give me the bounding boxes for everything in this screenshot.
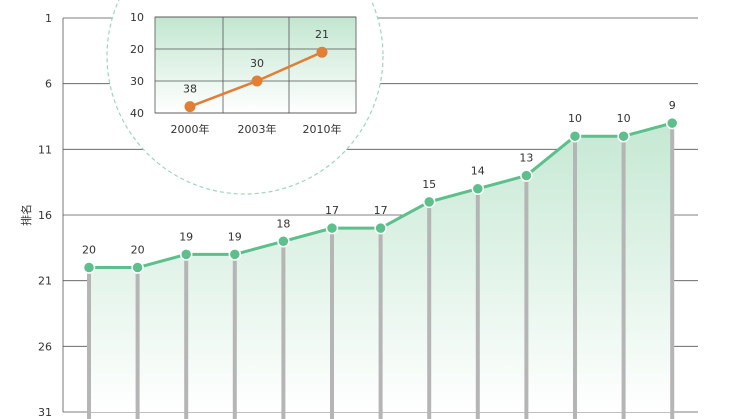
main-data-label: 17 [325, 204, 339, 217]
inset-data-point [251, 75, 263, 87]
main-data-label: 19 [179, 230, 193, 243]
inset-x-tick-label: 2003年 [238, 122, 277, 136]
inset-y-tick-label: 10 [130, 11, 144, 24]
main-data-point [617, 129, 630, 143]
main-data-point [568, 129, 582, 143]
inset-series-points [184, 46, 328, 113]
inset-x-tick-label: 2010年 [303, 122, 342, 136]
main-series-points [82, 116, 679, 274]
main-data-point [325, 221, 339, 235]
main-data-labels: 20 20 19 19 18 17 17 15 14 13 10 10 9 [82, 99, 676, 256]
main-y-tick-label: 31 [38, 406, 52, 419]
main-y-tick-label: 26 [38, 340, 52, 353]
main-data-point [520, 169, 533, 182]
main-data-label: 10 [568, 112, 582, 125]
main-data-point [179, 248, 193, 261]
inset-data-point [184, 101, 196, 113]
main-y-tick-label: 6 [45, 78, 52, 91]
main-data-point [471, 182, 485, 195]
main-data-point [228, 248, 242, 261]
inset-x-tick-labels: 2000年 2003年 2010年 [171, 122, 342, 136]
main-data-label: 9 [669, 99, 676, 112]
main-y-tick-label: 16 [38, 209, 52, 222]
main-y-tick-label: 11 [38, 143, 52, 156]
main-data-point [422, 195, 436, 209]
inset-plot-background [154, 16, 357, 114]
main-data-label: 17 [374, 204, 388, 217]
main-y-tick-label: 21 [38, 275, 52, 288]
main-data-point [374, 221, 387, 235]
main-data-label: 15 [422, 178, 436, 191]
main-data-label: 19 [228, 230, 242, 243]
main-data-label: 13 [519, 152, 533, 165]
inset-y-tick-labels: 10 20 30 40 [130, 11, 144, 120]
inset-data-label: 30 [250, 57, 264, 70]
main-data-point [82, 261, 96, 274]
main-data-label: 10 [617, 112, 631, 125]
inset-data-label: 21 [315, 28, 329, 41]
main-y-tick-label: 1 [45, 12, 52, 25]
inset-y-tick-label: 30 [130, 75, 144, 88]
inset-data-label: 38 [183, 83, 197, 96]
inset-chart: 10 20 30 40 2000年 2003年 2010年 38 30 21 [106, 0, 384, 195]
inset-data-point [316, 46, 328, 58]
inset-y-tick-label: 40 [130, 107, 144, 120]
main-data-label: 14 [471, 165, 485, 178]
main-data-label: 18 [276, 217, 290, 230]
inset-x-tick-label: 2000年 [171, 122, 210, 136]
inset-y-tick-label: 20 [130, 43, 144, 56]
main-data-point [131, 261, 144, 274]
main-data-label: 20 [131, 244, 145, 257]
main-data-point [277, 235, 290, 248]
inset-data-labels: 38 30 21 [183, 28, 329, 95]
main-data-label: 20 [82, 244, 96, 257]
main-data-point [665, 116, 679, 130]
main-drop-lines [87, 123, 675, 419]
main-y-axis-title: 排名 [19, 204, 33, 226]
